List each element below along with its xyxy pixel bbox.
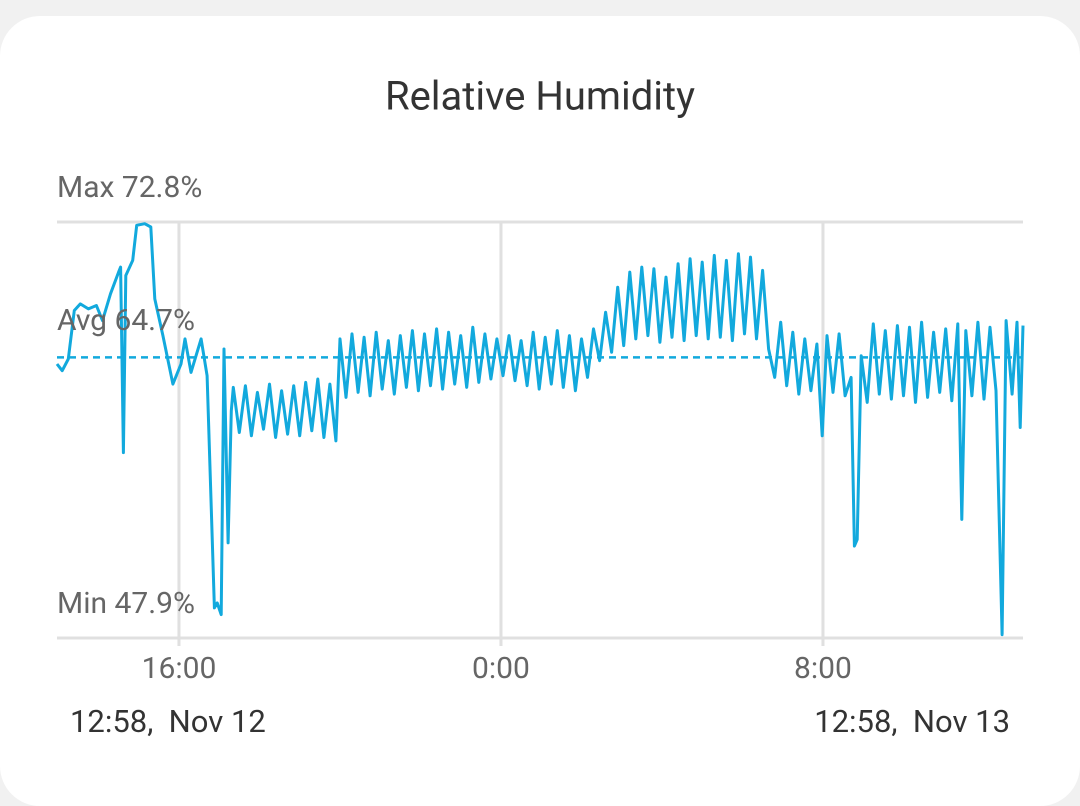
data-line — [55, 222, 1025, 637]
x-tick-label: 16:00 — [142, 651, 217, 686]
range-end: 12:58, Nov 13 — [814, 703, 1010, 740]
y-tick-label: Max 72.8% — [57, 170, 202, 205]
x-tick-label: 0:00 — [472, 651, 530, 686]
average-label: Avg 64.7% — [57, 303, 195, 338]
chart-title: Relative Humidity — [385, 73, 695, 120]
y-tick-label: Min 47.9% — [57, 586, 195, 621]
range-start: 12:58, Nov 12 — [70, 703, 266, 740]
x-tick-label: 8:00 — [794, 651, 852, 686]
